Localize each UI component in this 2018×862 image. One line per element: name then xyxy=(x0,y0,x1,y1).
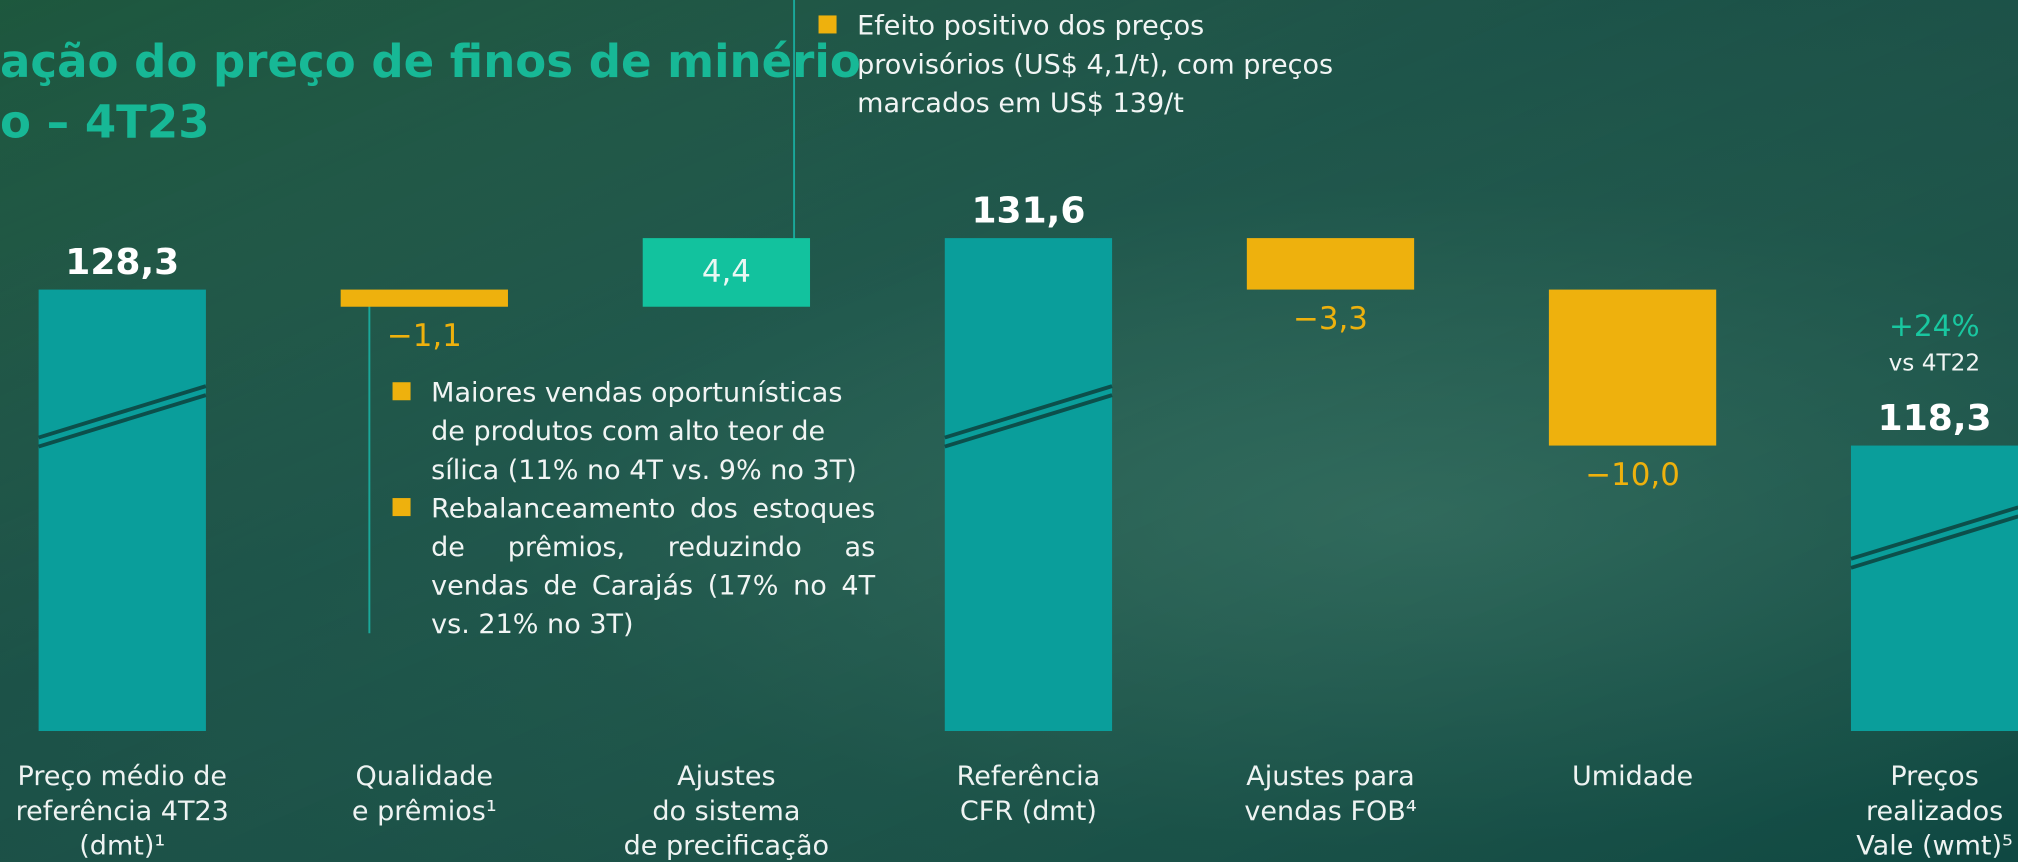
annotation: Efeito positivo dos preços provisórios (… xyxy=(857,6,1333,122)
value-label: −1,1 xyxy=(387,318,462,354)
bar xyxy=(341,290,508,307)
bar xyxy=(1851,446,2018,731)
bullet xyxy=(819,15,837,33)
value-label: 118,3 xyxy=(1878,398,1992,439)
x-tick-label: Qualidade e prêmios¹ xyxy=(283,759,566,828)
value-label: 131,6 xyxy=(971,190,1085,231)
x-tick-label: Ajustes para vendas FOB⁴ xyxy=(1189,759,1472,828)
x-tick-label: Referência CFR (dmt) xyxy=(887,759,1170,828)
value-label: 4,4 xyxy=(702,254,751,290)
bar xyxy=(1549,290,1716,446)
annotation: vs 4T22 xyxy=(1806,345,2018,384)
bar xyxy=(945,238,1112,731)
slide-content: 128,3 −1,1 4,4 131,6 −3,3 −10,0 118,3 ação do … xyxy=(0,0,2018,862)
bullet xyxy=(393,382,411,400)
annotation: Rebalanceamento dos estoques de prêmios,… xyxy=(431,489,875,643)
annotation: Maiores vendas oportunísticas de produto… xyxy=(431,373,857,489)
value-label: 128,3 xyxy=(65,242,179,283)
x-tick-label: Preços realizados Vale (wmt)⁵ xyxy=(1793,759,2018,862)
value-label: −10,0 xyxy=(1585,457,1680,493)
annotation: +24% xyxy=(1806,308,2018,347)
x-tick-label: Ajustes do sistema de precificação xyxy=(585,759,868,862)
slide: 128,3 −1,1 4,4 131,6 −3,3 −10,0 118,3 ação do … xyxy=(0,0,2018,862)
bar xyxy=(39,290,206,731)
bullet xyxy=(393,498,411,516)
bar xyxy=(1247,238,1414,289)
x-tick-label: Preço médio de referência 4T23 (dmt)¹ xyxy=(0,759,264,862)
chart-title: ação do preço de finos de minério o – 4T… xyxy=(0,33,861,154)
value-label: −3,3 xyxy=(1293,301,1368,337)
x-tick-label: Umidade xyxy=(1491,759,1774,794)
